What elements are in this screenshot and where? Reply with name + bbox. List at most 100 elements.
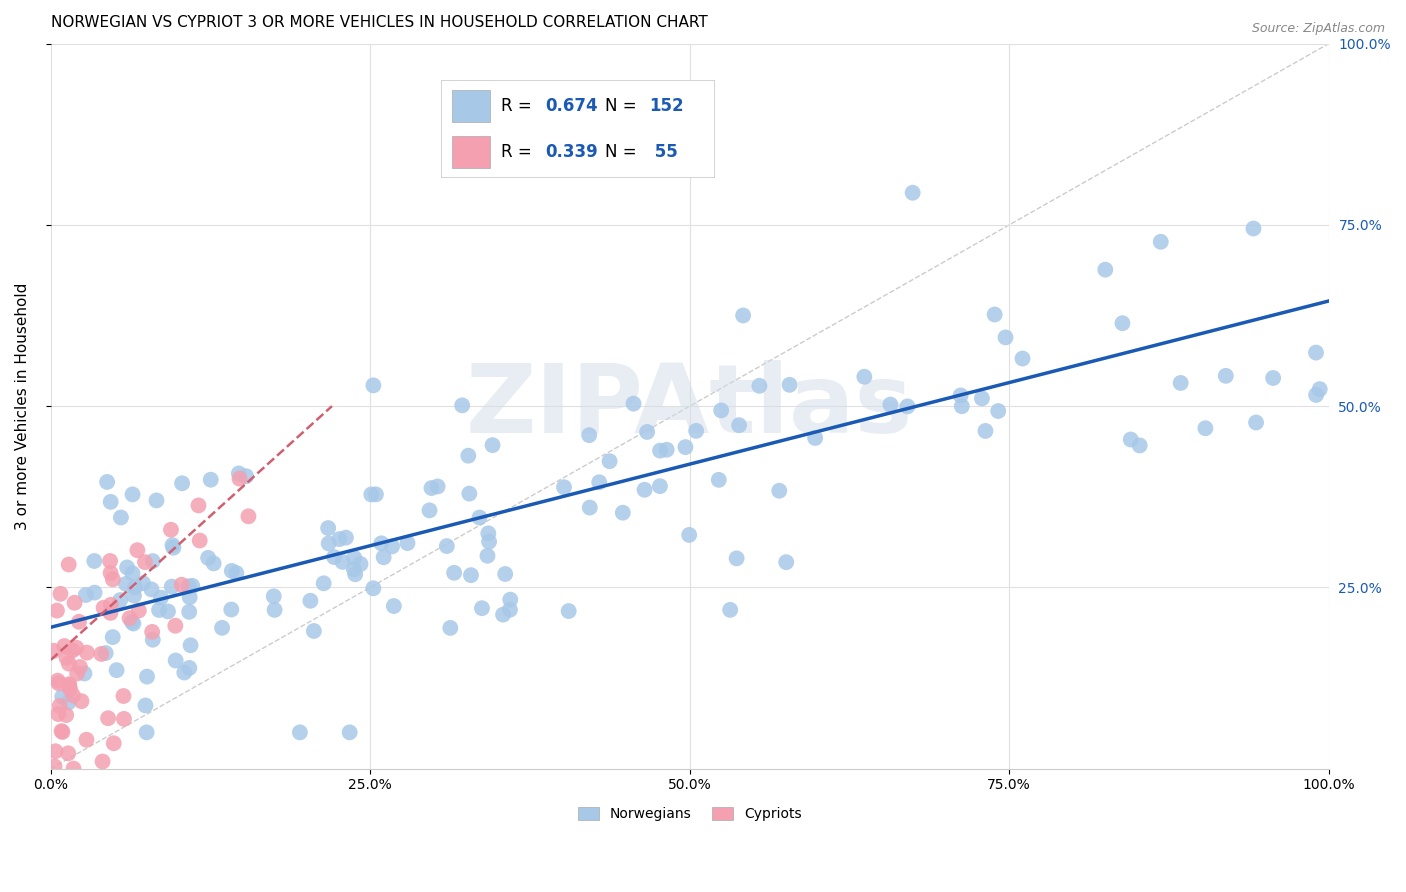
Point [135, 725, 157, 739]
Point [134, 698, 156, 713]
Point [373, 550, 395, 565]
Point [112, 689, 135, 703]
Point [768, 483, 790, 498]
Point [364, 487, 387, 501]
Point [1119, 433, 1142, 447]
Point [950, 399, 973, 413]
Point [211, 621, 233, 635]
Point [983, 308, 1005, 322]
Point [733, 309, 755, 323]
Point [121, 566, 143, 581]
Point [228, 467, 250, 481]
Point [51, 725, 73, 739]
Point [121, 487, 143, 501]
Point [418, 503, 440, 517]
Point [110, 510, 132, 524]
Point [156, 604, 179, 618]
Point [623, 397, 645, 411]
Point [804, 431, 827, 445]
Point [62, 762, 84, 776]
Point [426, 479, 449, 493]
Point [349, 557, 371, 571]
Text: ZIPAtlas: ZIPAtlas [465, 359, 914, 452]
Point [323, 550, 346, 565]
Point [471, 601, 494, 615]
Point [1194, 421, 1216, 435]
Point [970, 392, 993, 406]
Point [44, 744, 66, 758]
Point [141, 624, 163, 639]
Point [343, 550, 366, 565]
Point [1261, 371, 1284, 385]
Point [145, 493, 167, 508]
Point [853, 369, 876, 384]
Point [468, 510, 491, 524]
Point [221, 602, 243, 616]
Point [235, 469, 257, 483]
Point [335, 531, 357, 545]
Point [494, 566, 516, 581]
Point [44, 759, 66, 773]
Point [200, 473, 222, 487]
Point [263, 590, 285, 604]
Point [177, 579, 200, 593]
Point [136, 670, 159, 684]
Point [101, 572, 124, 586]
Point [238, 509, 260, 524]
Point [115, 577, 138, 591]
Point [655, 442, 678, 457]
Point [46, 707, 69, 722]
Point [316, 521, 339, 535]
Point [312, 576, 335, 591]
Point [225, 566, 247, 580]
Point [73, 666, 96, 681]
Point [179, 605, 201, 619]
Point [370, 536, 392, 550]
Point [46, 673, 69, 688]
Point [108, 593, 131, 607]
Point [718, 603, 741, 617]
Point [318, 536, 340, 550]
Point [121, 615, 143, 629]
Point [101, 630, 124, 644]
Point [443, 566, 465, 580]
Point [180, 638, 202, 652]
Point [382, 599, 405, 613]
Point [949, 388, 972, 402]
Point [55, 651, 77, 665]
Point [118, 611, 141, 625]
Point [98, 554, 121, 568]
Point [51, 724, 73, 739]
Point [344, 567, 367, 582]
Point [363, 582, 385, 596]
Point [896, 400, 918, 414]
Point [492, 607, 515, 622]
Point [58, 558, 80, 572]
Point [100, 606, 122, 620]
Point [172, 476, 194, 491]
Point [499, 603, 522, 617]
Point [302, 624, 325, 638]
Point [1150, 235, 1173, 249]
Point [179, 591, 201, 605]
Point [439, 621, 461, 635]
Point [69, 660, 91, 674]
Point [725, 551, 748, 566]
Point [58, 677, 80, 691]
Point [65, 640, 87, 655]
Point [105, 663, 128, 677]
Point [707, 473, 730, 487]
Point [70, 694, 93, 708]
Point [170, 578, 193, 592]
Text: NORWEGIAN VS CYPRIOT 3 OR MORE VEHICLES IN HOUSEHOLD CORRELATION CHART: NORWEGIAN VS CYPRIOT 3 OR MORE VEHICLES … [51, 15, 707, 30]
Point [458, 486, 481, 500]
Point [648, 479, 671, 493]
Point [83, 585, 105, 599]
Point [103, 736, 125, 750]
Point [59, 682, 82, 697]
Point [94, 646, 117, 660]
Point [132, 576, 155, 591]
Point [141, 582, 163, 597]
Point [149, 591, 172, 605]
Point [588, 475, 610, 490]
